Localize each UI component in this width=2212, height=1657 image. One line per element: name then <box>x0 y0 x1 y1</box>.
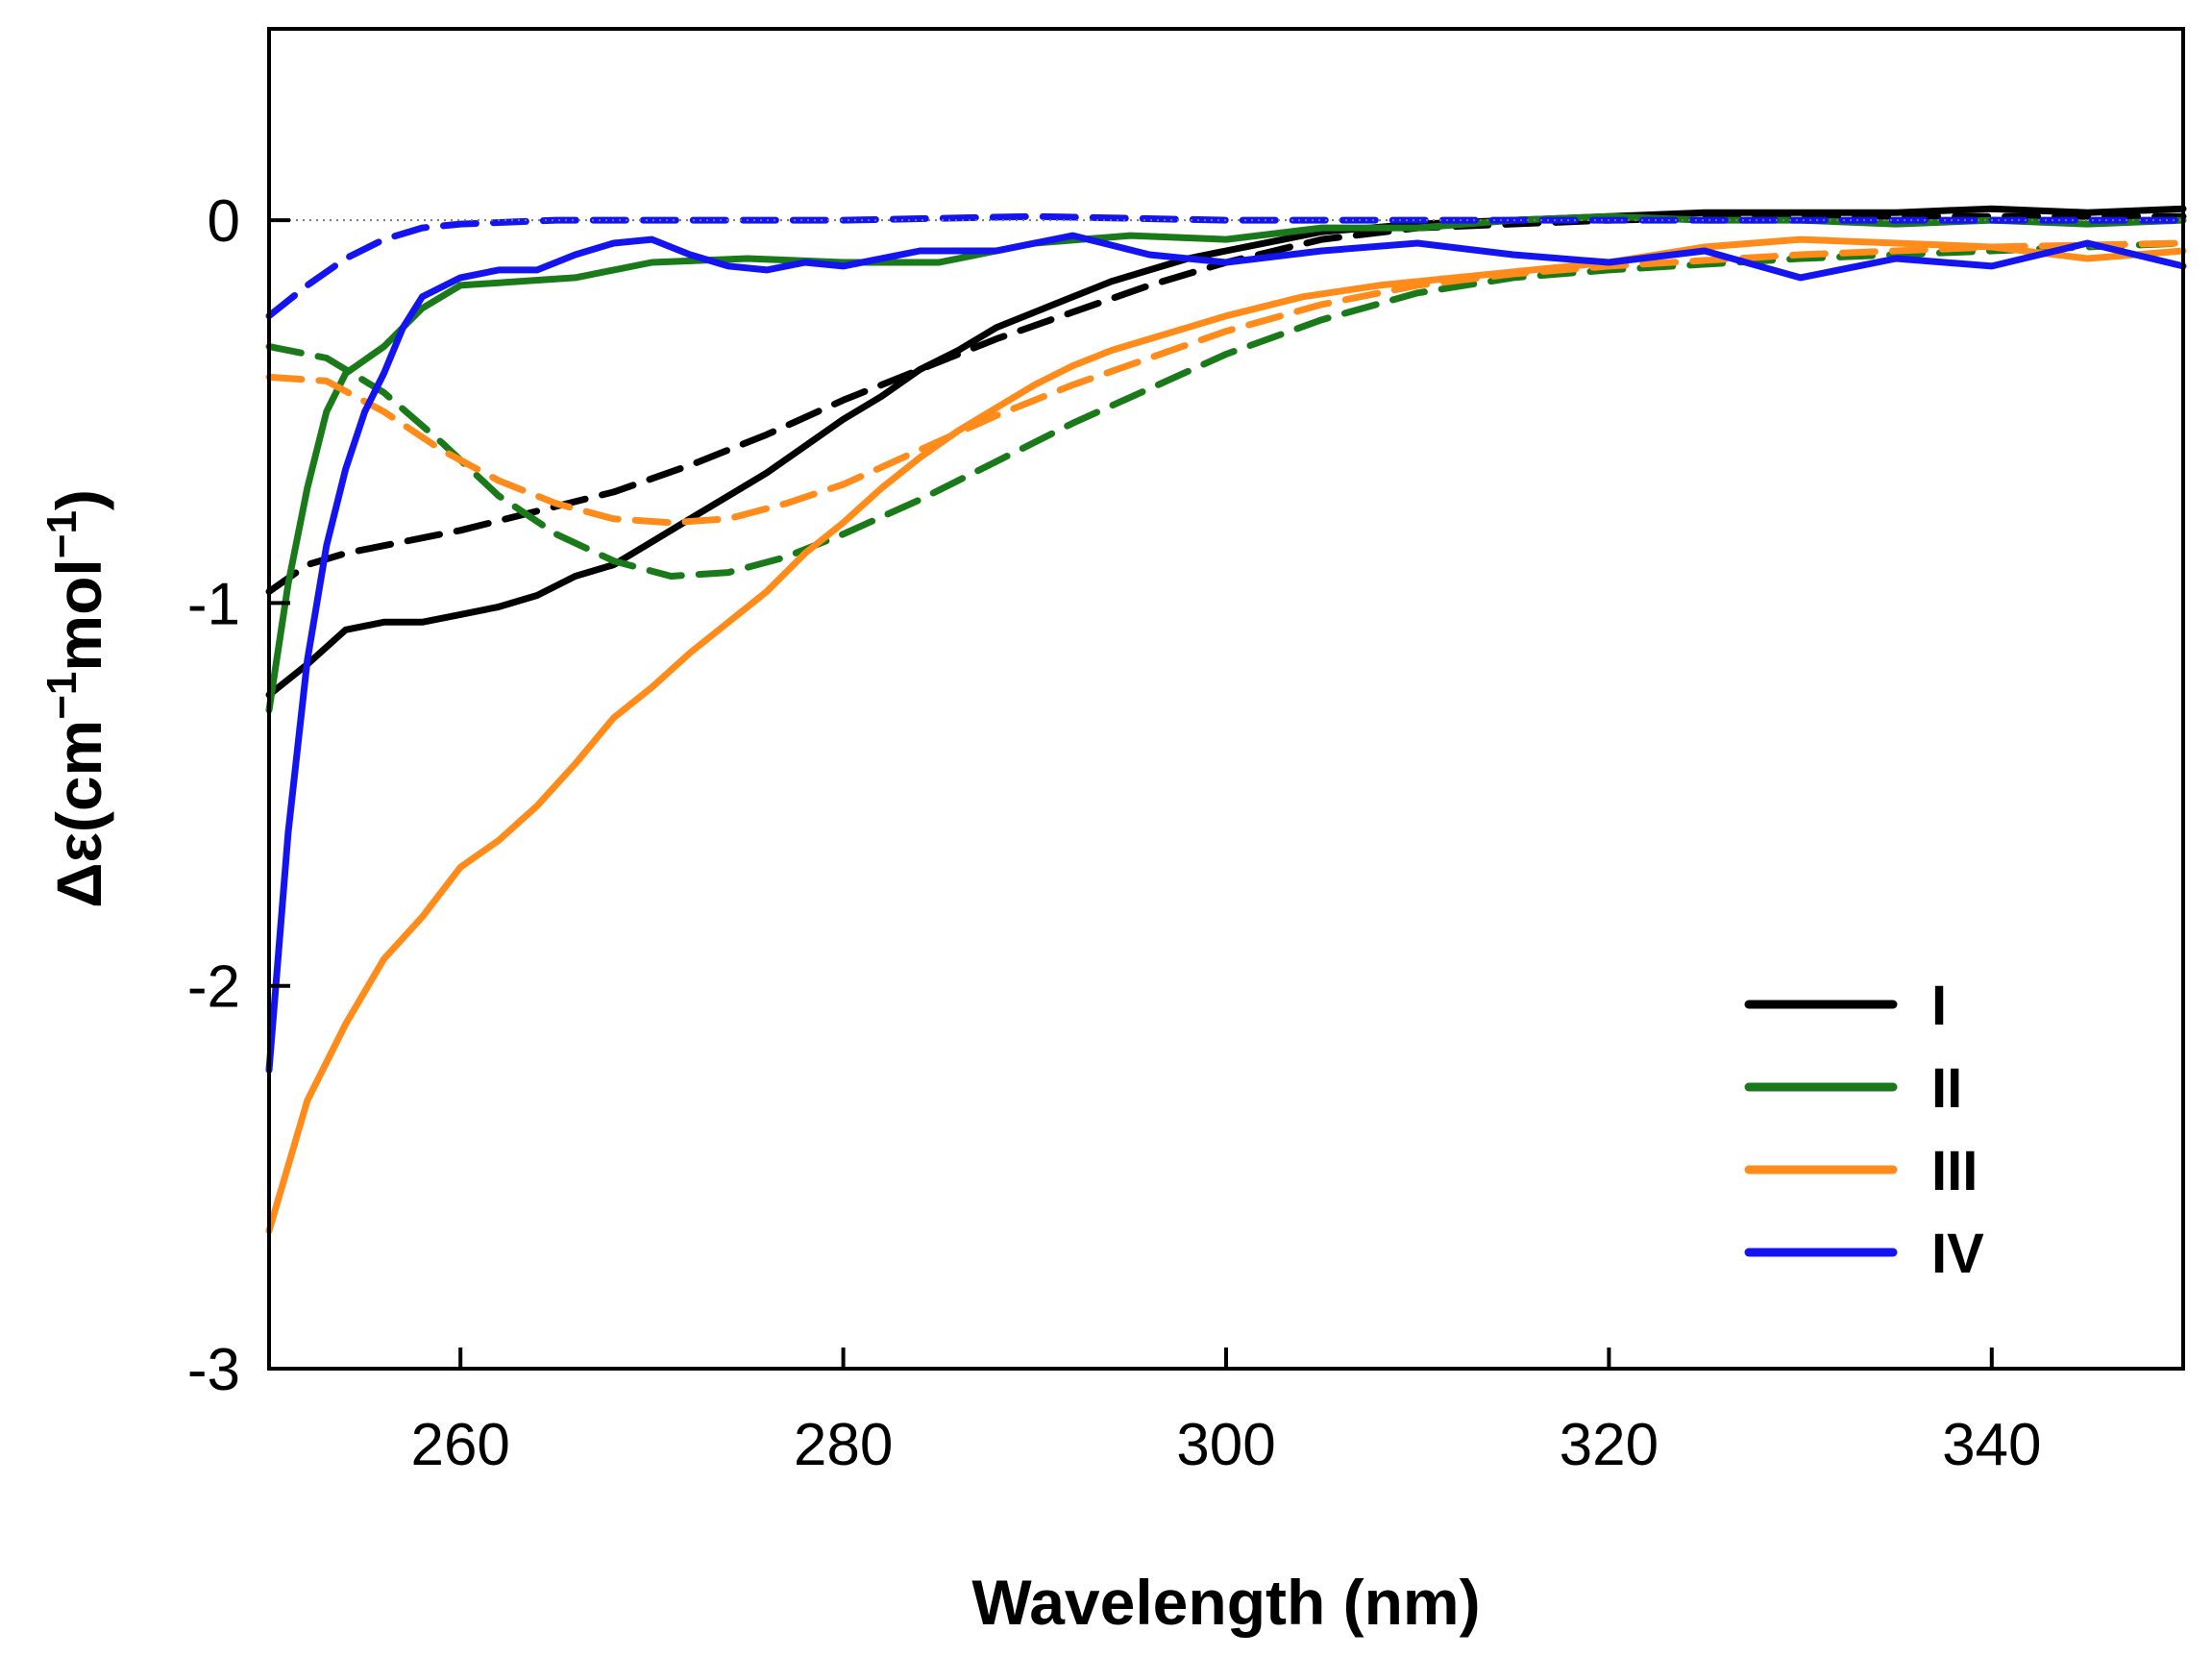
y-tick-label: -3 <box>187 1337 240 1403</box>
x-tick-label: 320 <box>1560 1412 1659 1478</box>
x-tick-label: 300 <box>1176 1412 1275 1478</box>
legend-label-ii: II <box>1931 1057 1962 1120</box>
series-iii-dashed-line <box>265 239 2187 527</box>
series-i-dashed-line <box>265 212 2187 595</box>
legend-label-i: I <box>1931 975 1947 1037</box>
x-tick-label: 340 <box>1942 1412 2041 1478</box>
y-axis-title-part: ) <box>43 489 114 510</box>
plot-lines <box>265 205 2187 1235</box>
y-tick-label: 0 <box>208 188 240 255</box>
series-ii-dashed-line <box>265 239 2187 580</box>
series-iii-solid-line <box>265 235 2187 1235</box>
x-tick-label: 260 <box>410 1412 509 1478</box>
y-axis-title: Δε(cm−1mol−1) <box>38 489 114 908</box>
y-axis-title-superscript: −1 <box>38 510 86 558</box>
series-ii-solid-line <box>265 212 2187 714</box>
y-tick-label: -2 <box>187 954 240 1021</box>
y-axis-title-part: mol <box>43 558 114 671</box>
legend-label-iii: III <box>1931 1140 1978 1202</box>
x-axis-title: Wavelength (nm) <box>971 1567 1480 1638</box>
y-tick-label: -1 <box>187 571 240 637</box>
legend-label-iv: IV <box>1931 1223 1984 1285</box>
y-axis-ticks: 0 -1 -2 -3 <box>187 188 290 1403</box>
y-axis-title-superscript: −1 <box>38 672 86 720</box>
series-iv-solid-line <box>265 232 2187 1074</box>
x-axis-ticks: 260 280 300 320 340 <box>410 1348 2042 1478</box>
y-axis-title-part: Δε(cm <box>43 720 114 908</box>
x-tick-label: 280 <box>794 1412 893 1478</box>
series-iv-dashed-line <box>265 212 2187 320</box>
